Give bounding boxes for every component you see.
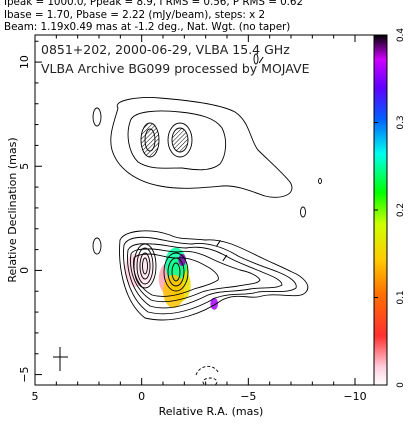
knot-contour-3: [171, 262, 181, 282]
plot-frame: [34, 34, 388, 386]
negative-contour: [195, 365, 219, 376]
contour-4: [130, 248, 261, 303]
header-line-beam: Beam: 1.19x0.49 mas at -1.2 deg., Nat. W…: [4, 21, 291, 33]
colorbar-ticks: 0 0.1 0.2 0.3 0.4: [374, 28, 406, 388]
archive-annotation: VLBA Archive BG099 processed by MOJAVE: [41, 61, 310, 76]
contour-5: [133, 253, 219, 297]
core-contour-2: [136, 247, 154, 285]
y-axis-label: Relative Declination (mas): [6, 137, 19, 282]
x-tick-label: −10: [343, 390, 366, 403]
colorbar-tick-label: 0.1: [396, 290, 406, 304]
isolated-contour-5: [253, 53, 259, 65]
north-blob-2-contour: [167, 122, 193, 158]
colorbar-tick-label: 0.2: [396, 203, 406, 217]
x-axis-label: Relative R.A. (mas): [159, 405, 264, 418]
isolated-contour-1: [92, 107, 102, 127]
y-tick-label: 5: [18, 163, 31, 170]
core-contour-3: [139, 252, 151, 280]
intensity-contours: [92, 53, 322, 385]
polarization-color-map: [124, 247, 219, 310]
header-line-base: Ibase = 1.70, Pbase = 2.22 (mJy/beam), s…: [4, 9, 266, 21]
polarization-pixel: [178, 254, 187, 266]
x-tick-label: 5: [32, 390, 39, 403]
north-contour-2: [127, 110, 227, 171]
core-contour-1: [133, 243, 157, 289]
polarization-vector: [222, 254, 228, 262]
polarization-vector: [216, 240, 221, 247]
colorbar-tick-label: 0.4: [396, 28, 406, 43]
x-tick-label: −5: [240, 390, 256, 403]
north-contour-outer: [110, 97, 293, 198]
y-tick-label: 0: [18, 267, 31, 274]
knot-contour-2: [167, 257, 185, 287]
header-line-peak: Ipeak = 1000.0, Ppeak = 8.9, I RMS = 0.5…: [4, 0, 304, 8]
isolated-contour-2: [92, 237, 102, 255]
contour-2: [123, 236, 297, 315]
colorbar-tick-label: 0: [396, 382, 406, 388]
x-tick-label: 0: [138, 390, 145, 403]
contour-outer: [119, 230, 309, 321]
contour-3: [127, 243, 283, 309]
negative-contour-2: [202, 377, 218, 385]
polarization-vectors: [216, 56, 264, 262]
core-contour-4: [142, 257, 148, 275]
axis-ticks: [34, 35, 387, 385]
y-tick-label: −5: [18, 366, 31, 382]
knot-contour-1: [163, 252, 189, 292]
polarization-vector: [258, 56, 264, 64]
beam-marker: [53, 347, 68, 371]
polarization-pixel: [210, 297, 219, 310]
isolated-contour-3: [300, 206, 306, 218]
tick-labels: 5 0 −5 −10 −5 0 5 10: [18, 55, 367, 403]
isolated-contour-4: [318, 178, 322, 184]
north-blob-1-contour: [140, 122, 160, 158]
source-annotation: 0851+202, 2000-06-29, VLBA 15.4 GHz: [41, 42, 290, 57]
colorbar-tick-label: 0.3: [396, 115, 406, 129]
polarization-pixel: [133, 253, 155, 288]
north-blob-1-inner: [144, 128, 156, 152]
north-blob-2-inner: [171, 127, 189, 153]
y-tick-label: 10: [18, 55, 31, 69]
